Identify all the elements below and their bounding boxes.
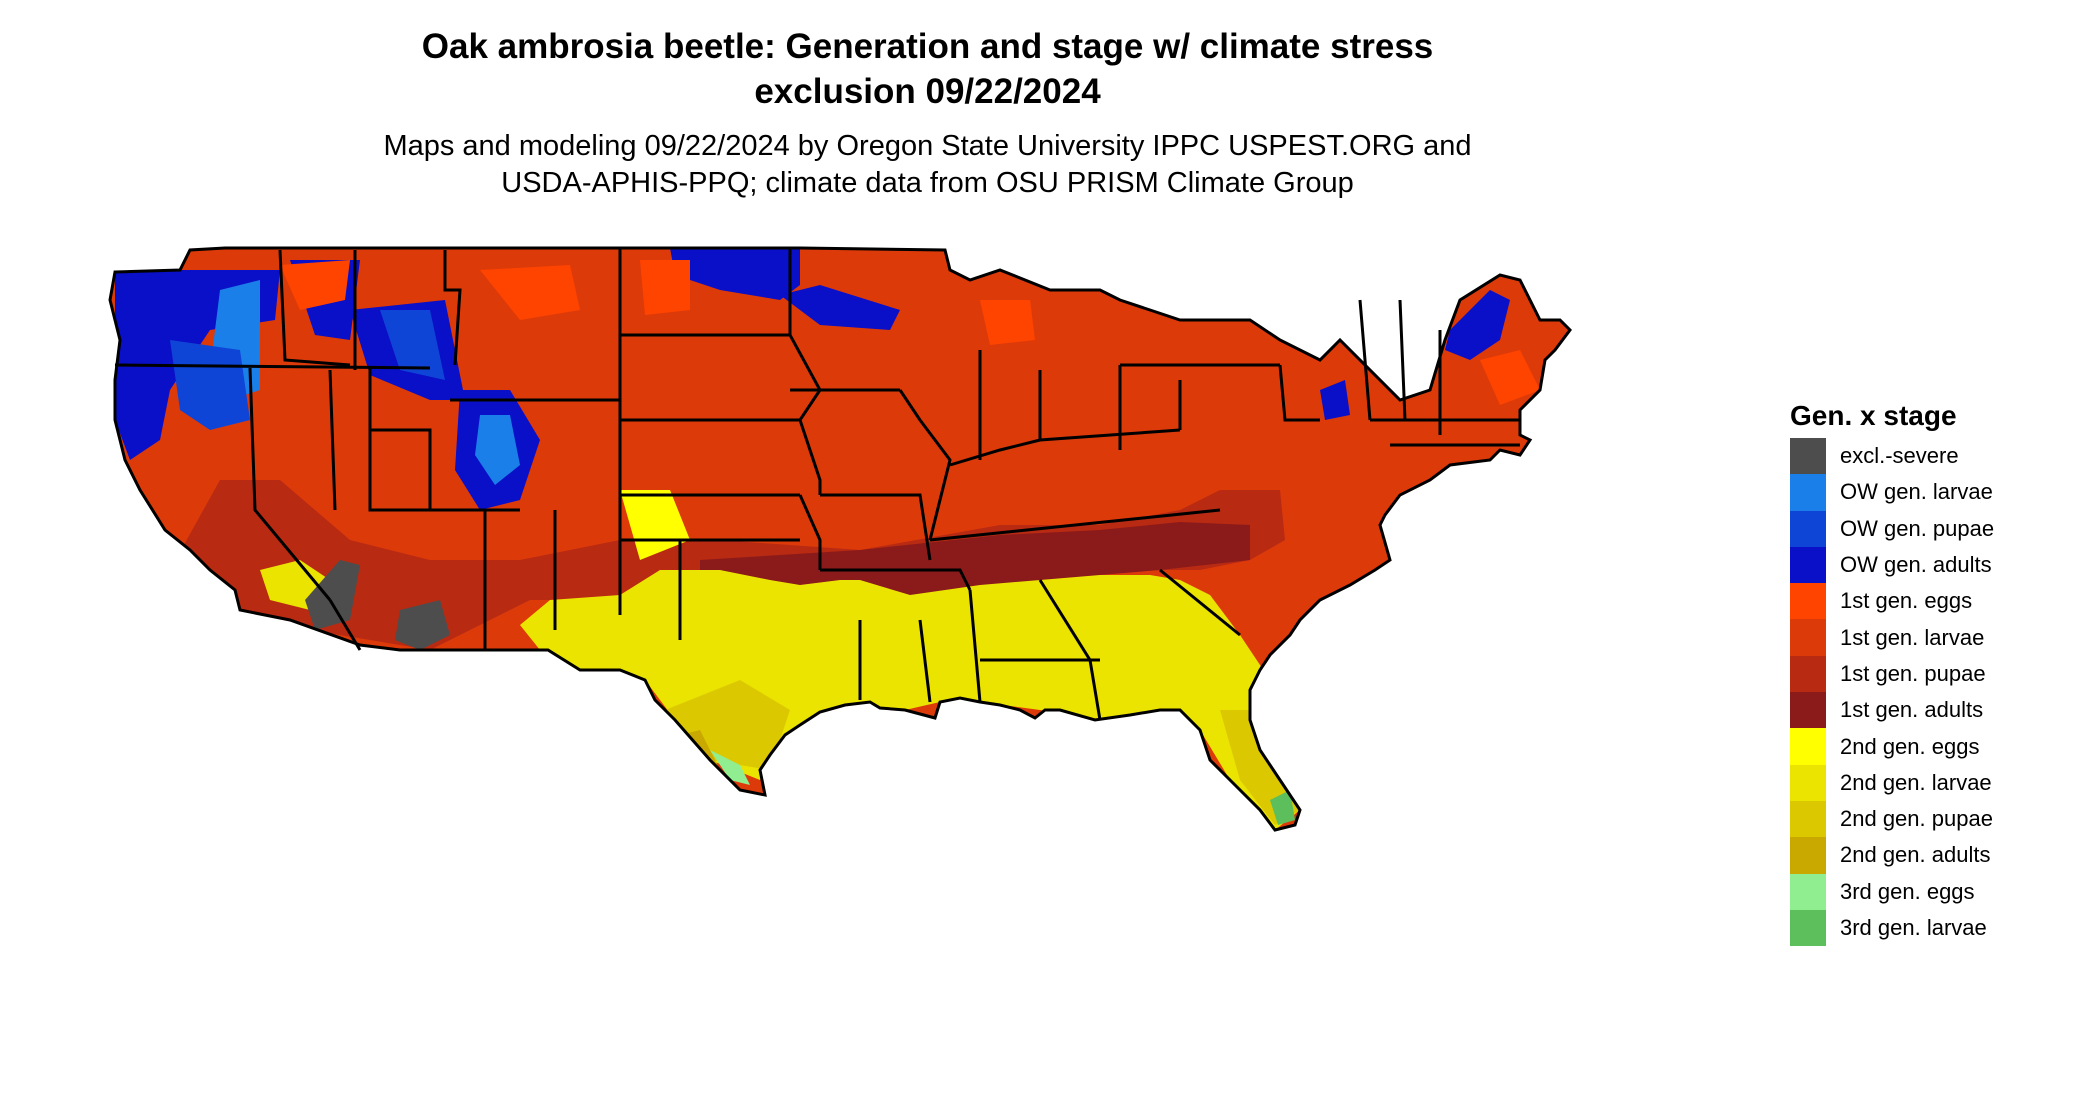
state-borders — [108, 246, 1572, 832]
legend-label: OW gen. adults — [1840, 552, 1992, 578]
legend-item: 2nd gen. adults — [1790, 837, 2090, 874]
legend-item: 3rd gen. larvae — [1790, 909, 2090, 947]
legend-label: 1st gen. pupae — [1840, 660, 1986, 686]
legend-swatch — [1790, 546, 1826, 584]
legend-label: 1st gen. adults — [1840, 697, 1984, 723]
legend-item: 2nd gen. pupae — [1790, 800, 2090, 838]
legend-label: 3rd gen. larvae — [1840, 915, 1987, 940]
stage-region-3rd-eggs — [710, 750, 750, 785]
legend-swatch — [1790, 655, 1826, 693]
legend-label: 3rd gen. eggs — [1840, 878, 1975, 904]
legend-swatch — [1790, 764, 1826, 801]
stage-region-1st-eggs — [480, 265, 580, 320]
stage-fill-layer — [110, 248, 1570, 830]
stage-region-ow-adults — [780, 285, 900, 330]
legend-label: 1st gen. larvae — [1840, 624, 1985, 650]
legend: Gen. x stage excl.-severe OW gen. larvae O… — [1790, 396, 2090, 947]
legend-label: excl.-severe — [1840, 443, 1959, 469]
legend-title: Gen. x stage — [1790, 400, 1957, 431]
stage-region-excl-severe — [305, 560, 360, 630]
legend-item: 2nd gen. larvae — [1790, 764, 2090, 801]
legend-swatch — [1790, 728, 1826, 765]
stage-region-ow-adults — [670, 248, 800, 300]
stage-region-ow-larvae — [475, 415, 520, 485]
legend-label: 1st gen. eggs — [1840, 588, 1973, 614]
legend-swatch — [1790, 510, 1826, 547]
legend-item: 1st gen. pupae — [1790, 655, 2090, 693]
us-stage-map — [100, 240, 1720, 1120]
stage-region-2nd-larvae — [520, 570, 1300, 830]
subtitle-line-2: USDA-APHIS-PPQ; climate data from OSU PR… — [501, 167, 1354, 199]
legend-swatch — [1790, 800, 1826, 838]
legend-label: 2nd gen. larvae — [1840, 769, 1992, 795]
legend-swatch — [1790, 692, 1826, 729]
legend-swatch — [1790, 873, 1826, 910]
legend-label: 2nd gen. pupae — [1840, 806, 1993, 832]
title-line-1: Oak ambrosia beetle: Generation and stag… — [421, 27, 1434, 66]
stage-region-2nd-eggs — [620, 490, 690, 560]
legend-item: 3rd gen. eggs — [1790, 873, 2090, 910]
map-subtitle: Maps and modeling 09/22/2024 by Oregon S… — [0, 128, 1855, 202]
legend-item: 1st gen. larvae — [1790, 619, 2090, 656]
stage-region-excl-severe — [395, 600, 450, 650]
title-line-2: exclusion 09/22/2024 — [754, 72, 1101, 111]
legend-item: 2nd gen. eggs — [1790, 728, 2090, 765]
us-map-svg — [108, 246, 1572, 832]
legend-label: 2nd gen. eggs — [1840, 733, 1980, 759]
legend-item: 1st gen. adults — [1790, 692, 2090, 729]
legend-swatch — [1790, 474, 1826, 511]
map-title: Oak ambrosia beetle: Generation and stag… — [0, 24, 1855, 114]
stage-region-1st-eggs — [1480, 350, 1540, 405]
stage-region-ow-adults — [1445, 290, 1510, 360]
legend-items: excl.-severe OW gen. larvae OW gen. pupae O… — [1790, 438, 2090, 947]
legend-item: OW gen. larvae — [1790, 474, 2090, 511]
stage-region-1st-eggs — [280, 260, 350, 310]
stage-region-1st-eggs — [980, 300, 1035, 345]
legend-item: OW gen. adults — [1790, 546, 2090, 584]
legend-swatch — [1790, 619, 1826, 656]
legend-item: OW gen. pupae — [1790, 510, 2090, 547]
legend-swatch — [1790, 909, 1826, 947]
stage-region-ow-adults — [1320, 380, 1350, 420]
legend-swatch — [1790, 837, 1826, 874]
legend-label: OW gen. larvae — [1840, 479, 1993, 505]
stage-region-ow-pupae — [380, 310, 445, 380]
legend-item: excl.-severe — [1790, 438, 2090, 475]
stage-region-1st-eggs — [640, 260, 690, 315]
stage-region-ow-pupae — [170, 340, 250, 430]
legend-item: 1st gen. eggs — [1790, 583, 2090, 620]
legend-label: 2nd gen. adults — [1840, 842, 1991, 868]
subtitle-line-1: Maps and modeling 09/22/2024 by Oregon S… — [383, 130, 1472, 162]
legend-label: OW gen. pupae — [1840, 515, 1995, 541]
legend-swatch — [1790, 438, 1826, 475]
stage-region-3rd-larvae — [1270, 790, 1295, 825]
legend-swatch — [1790, 583, 1826, 620]
stage-region-2nd-pupae — [640, 680, 790, 770]
